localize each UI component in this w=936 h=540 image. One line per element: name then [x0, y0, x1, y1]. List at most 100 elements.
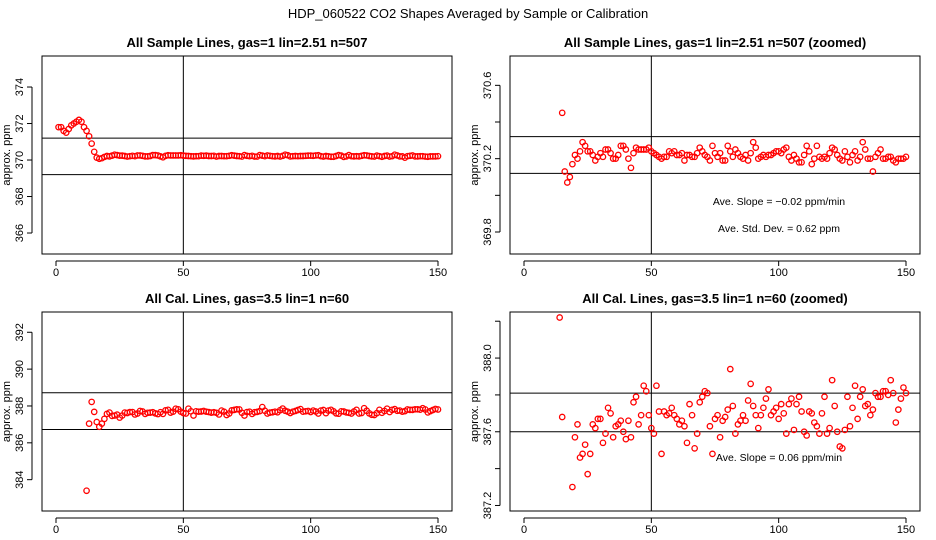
data-point	[597, 415, 604, 423]
data-point	[795, 158, 803, 166]
data-point	[668, 404, 676, 412]
data-point	[558, 413, 566, 421]
x-tick-label: 0	[53, 267, 59, 279]
x-axis: 0 50 100 150	[53, 517, 447, 536]
y-axis: 366 368 370 372 374	[14, 78, 33, 242]
data-point	[895, 406, 902, 414]
data-point	[877, 146, 884, 153]
data-point	[782, 144, 790, 152]
data-point	[793, 400, 800, 408]
data-point	[864, 400, 872, 408]
plot-area	[510, 56, 920, 254]
data-point	[805, 147, 813, 155]
data-point	[686, 400, 693, 408]
data-point	[696, 398, 704, 406]
data-point	[709, 142, 716, 150]
data-point	[645, 411, 653, 419]
data-point	[831, 402, 839, 410]
data-point	[574, 421, 581, 428]
data-point	[632, 393, 640, 401]
annotation: Ave. Slope = −0.02 ppm/min	[713, 196, 845, 208]
data-point	[846, 422, 854, 430]
data-point	[83, 487, 90, 495]
data-point	[780, 409, 788, 417]
y-axis: 384 386 388 390 392	[14, 323, 33, 489]
data-point	[660, 153, 668, 161]
y-tick-label: 372	[14, 114, 26, 132]
plot-frame	[41, 55, 453, 255]
data-point	[782, 430, 790, 437]
data-point	[864, 155, 872, 163]
data-point	[823, 155, 831, 163]
data-point	[566, 173, 574, 181]
y-tick-label: 386	[14, 434, 26, 452]
data-point	[576, 147, 584, 155]
data-point	[788, 395, 795, 402]
data-point	[785, 400, 793, 408]
plot-area	[42, 56, 452, 254]
data-point	[640, 382, 648, 390]
figure-title: HDP_060522 CO2 Shapes Averaged by Sample…	[288, 6, 648, 21]
data-point	[607, 149, 614, 157]
data-point	[831, 146, 839, 153]
data-point	[627, 164, 635, 172]
x-tick-label: 100	[769, 267, 787, 279]
data-point	[584, 470, 592, 478]
data-point	[579, 450, 586, 458]
data-point	[747, 380, 755, 388]
data-point	[678, 417, 686, 425]
data-point	[602, 146, 609, 153]
data-point	[821, 393, 828, 401]
data-point	[101, 415, 108, 423]
data-point	[698, 393, 706, 401]
y-tick-label: 374	[14, 78, 26, 96]
data-point	[889, 389, 897, 397]
y-tick-label: 392	[14, 323, 26, 341]
data-point	[897, 395, 905, 402]
data-point	[887, 376, 895, 384]
data-point	[602, 430, 609, 437]
data-point	[706, 422, 714, 430]
panel-title: All Sample Lines, gas=1 lin=2.51 n=507	[127, 35, 368, 50]
x-tick-label: 50	[645, 267, 657, 279]
x-tick-label: 50	[645, 524, 657, 536]
data-point	[688, 411, 696, 419]
data-point	[833, 428, 841, 436]
data-point	[558, 109, 566, 117]
data-point	[716, 433, 724, 441]
data-point	[757, 411, 765, 419]
data-point	[571, 433, 579, 441]
data-point	[434, 152, 442, 160]
data-point	[658, 450, 665, 458]
data-point	[744, 397, 752, 404]
data-point	[724, 142, 732, 150]
data-point	[663, 153, 670, 161]
data-point	[586, 450, 594, 458]
data-point	[724, 406, 732, 414]
data-point	[846, 158, 854, 166]
x-tick-label: 100	[301, 524, 319, 536]
data-point	[650, 430, 658, 437]
data-point	[869, 168, 877, 175]
data-point	[642, 387, 650, 395]
y-tick-label: 384	[14, 470, 26, 488]
data-point	[609, 155, 617, 163]
data-point	[813, 422, 821, 430]
data-point	[599, 439, 607, 447]
panel-1: All Sample Lines, gas=1 lin=2.51 n=507 0 5…	[1, 35, 453, 279]
data-point	[604, 404, 612, 412]
data-point	[729, 402, 737, 410]
data-point	[803, 432, 811, 439]
data-point	[688, 153, 696, 161]
y-tick-label: 387.2	[482, 492, 494, 520]
data-point	[721, 157, 729, 164]
data-point	[861, 146, 869, 153]
x-tick-label: 150	[897, 267, 915, 279]
annotation: Ave. Std. Dev. = 0.62 ppm	[718, 223, 840, 235]
plot-area	[510, 312, 920, 511]
y-axis-label: approx. ppm	[469, 124, 481, 185]
data-point	[854, 415, 861, 423]
y-axis-label: approx. ppm	[1, 124, 13, 185]
y-tick-label: 388	[14, 397, 26, 415]
data-point	[432, 153, 439, 160]
